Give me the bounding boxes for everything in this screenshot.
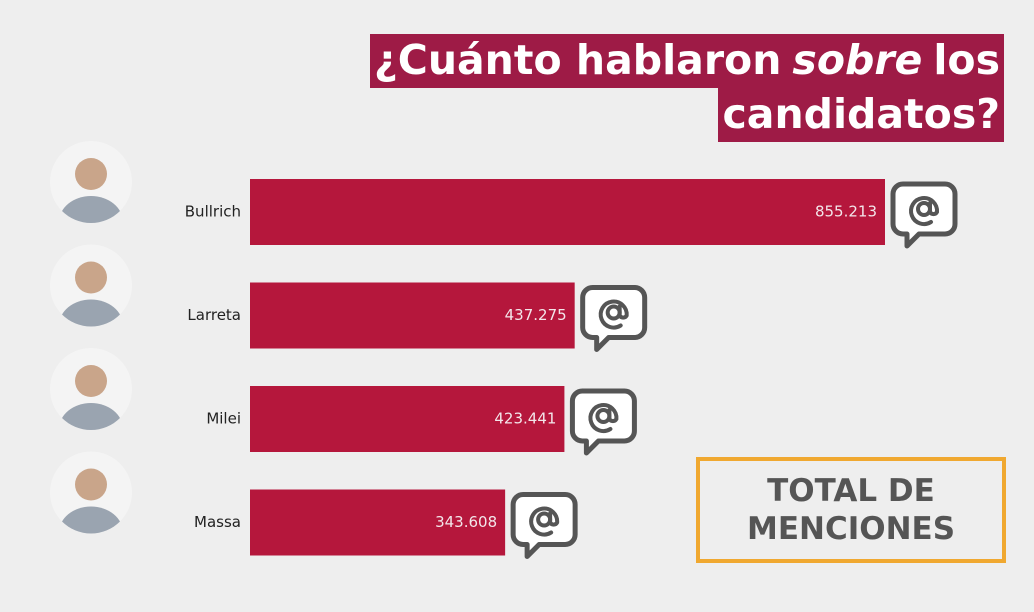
avatar [50,245,132,352]
title-part: candidatos? [722,90,1000,138]
category-label: Bullrich [185,203,241,221]
title-part: ¿Cuánto hablaron [373,36,782,84]
bar [250,179,885,245]
bar [250,489,506,556]
category-label: Milei [206,410,241,428]
mention-icon [583,288,645,350]
category-label: Massa [194,513,241,531]
value-label: 343.608 [435,513,497,531]
category-label: Larreta [187,306,241,324]
avatar [50,141,132,248]
value-label: 423.441 [494,410,556,428]
mention-icon [893,184,955,246]
box-label: TOTAL DE [767,473,935,509]
box-label: MENCIONES [746,511,956,547]
title-part: sobre [792,36,923,84]
title-line: candidatos? [718,88,1004,142]
title-part: los [933,36,1000,84]
avatar [50,348,132,455]
bar [250,282,575,349]
avatar [50,452,132,559]
title-line: ¿Cuánto hablaron sobre los [369,34,1004,88]
bar [250,386,565,452]
total-box: TOTAL DE MENCIONES [696,457,1006,563]
chart-title: ¿Cuánto hablaron sobre los candidatos? [369,34,1004,142]
value-label: 437.275 [505,306,567,324]
mention-icon [513,495,575,557]
value-label: 855.213 [815,203,877,221]
mention-icon [572,391,634,453]
